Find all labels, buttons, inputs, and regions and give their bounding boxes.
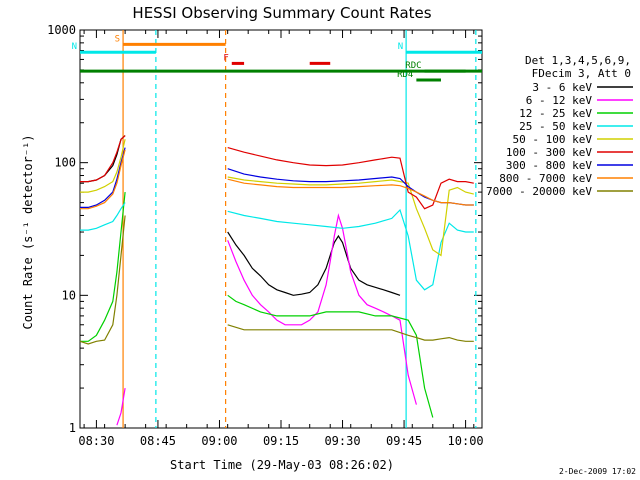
series-line xyxy=(80,149,126,210)
x-tick-label: 10:00 xyxy=(448,434,484,448)
series-line xyxy=(79,215,126,345)
legend-entry-label: 7000 - 20000 keV xyxy=(486,185,592,198)
series-line xyxy=(227,294,434,418)
y-tick-label: 1000 xyxy=(47,23,76,37)
legend-entry-label: 800 - 7000 keV xyxy=(499,172,592,185)
x-tick-label: 09:30 xyxy=(324,434,360,448)
y-tick-label: 100 xyxy=(54,156,76,170)
x-tick-label: 09:45 xyxy=(386,434,422,448)
series-line xyxy=(227,147,474,210)
x-tick-label: 08:45 xyxy=(140,434,176,448)
legend-entry-label: 25 - 50 keV xyxy=(519,120,592,133)
y-axis-label: Count Rate (s⁻¹ detector⁻¹) xyxy=(21,134,35,329)
legend-entry-label: 6 - 12 keV xyxy=(526,94,593,107)
timestamp: 2-Dec-2009 17:02 xyxy=(559,467,636,476)
series-line xyxy=(80,139,126,193)
flag-label: F xyxy=(223,53,228,63)
legend-entry-label: 100 - 300 keV xyxy=(506,146,592,159)
legend-entry-label: 12 - 25 keV xyxy=(519,107,592,120)
x-tick-label: 09:00 xyxy=(201,434,237,448)
legend-header-line: Det 1,3,4,5,6,9, xyxy=(525,54,631,67)
series-line xyxy=(80,147,126,208)
x-axis-label: Start Time (29-May-03 08:26:02) xyxy=(170,458,394,472)
x-tick-label: 08:30 xyxy=(78,434,114,448)
flag-label: S xyxy=(115,34,120,44)
series-line xyxy=(116,388,126,426)
x-tick-label: 09:15 xyxy=(263,434,299,448)
plot-area: 1 10 100 1000 08:30 08:45 09:00 09:15 09:30 09:45… xyxy=(47,23,484,448)
legend-header-line: FDecim 3, Att 0 xyxy=(532,67,631,80)
series-line xyxy=(227,231,401,296)
y-tick-label: 10 xyxy=(62,288,76,302)
flag-label: RD4 xyxy=(397,70,413,80)
legend-entry-label: 300 - 800 keV xyxy=(506,159,592,172)
series-line xyxy=(227,208,474,291)
flag-label: N xyxy=(72,42,77,52)
series-line xyxy=(80,202,126,231)
series-line xyxy=(227,213,417,405)
legend-entry-label: 50 - 100 keV xyxy=(513,133,593,146)
series-line xyxy=(227,178,474,206)
flag-label: RDC xyxy=(405,61,421,71)
legend-entry-label: 3 - 6 keV xyxy=(532,81,592,94)
series-line xyxy=(227,324,474,342)
chart-title: HESSI Observing Summary Count Rates xyxy=(132,4,431,22)
flag-label: N xyxy=(398,42,403,52)
legend: Det 1,3,4,5,6,9,FDecim 3, Att 03 - 6 keV… xyxy=(486,54,633,198)
series-line xyxy=(227,176,474,257)
y-tick-label: 1 xyxy=(69,421,76,435)
series-line xyxy=(80,192,126,342)
series-line xyxy=(80,135,126,183)
